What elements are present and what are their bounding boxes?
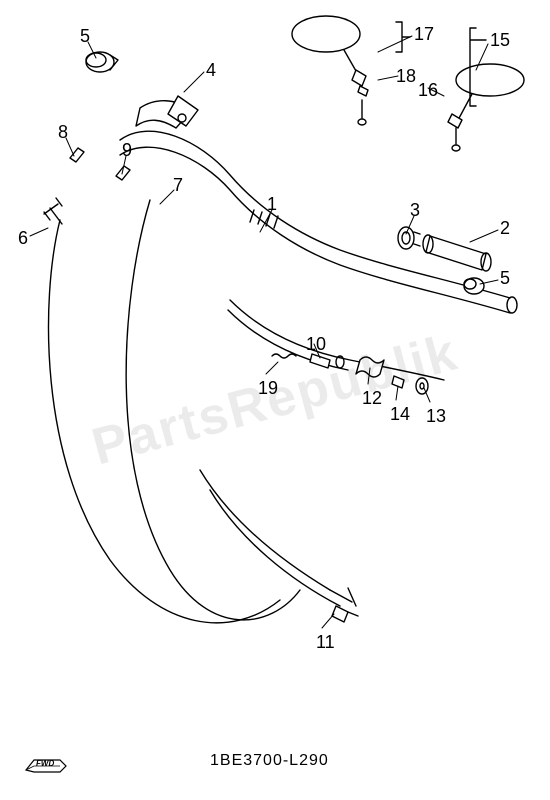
part-11-bolt <box>332 606 358 622</box>
callout-1: 1 <box>267 194 277 215</box>
callout-6: 6 <box>18 228 28 249</box>
callout-10: 10 <box>306 334 326 355</box>
callout-16: 16 <box>418 80 438 101</box>
part-3-grip-end <box>398 227 420 249</box>
callout-18: 18 <box>396 66 416 87</box>
part-5-end-cap-left <box>86 52 118 72</box>
part-10-adjuster <box>310 354 344 368</box>
part-4-tube-guide <box>136 96 198 128</box>
callout-2: 2 <box>500 218 510 239</box>
part-5-end-cap-right <box>464 278 484 294</box>
callout-9: 9 <box>122 140 132 161</box>
part-15-mirror-right <box>448 64 524 151</box>
fwd-badge: FWD <box>24 752 68 780</box>
parts-diagram <box>0 0 550 800</box>
part-8-screw <box>70 148 84 162</box>
diagram-code: 1BE3700-L290 <box>210 752 329 770</box>
part-12-boot <box>356 357 384 377</box>
cable-branch <box>228 300 444 380</box>
leader-lines <box>30 36 498 628</box>
callout-11: 11 <box>316 632 335 653</box>
part-7-cable <box>48 200 300 623</box>
callout-19: 19 <box>258 378 278 399</box>
part-2-grip <box>423 235 491 271</box>
fwd-label: FWD <box>36 759 54 768</box>
bracket-17 <box>396 22 410 52</box>
callout-17: 17 <box>414 24 434 45</box>
part-17-mirror-left <box>292 16 368 125</box>
callout-4: 4 <box>206 60 216 81</box>
callout-5: 5 <box>500 268 510 289</box>
callout-12: 12 <box>362 388 382 409</box>
callout-8: 8 <box>58 122 68 143</box>
callout-15: 15 <box>490 30 510 51</box>
part-1-handlebar <box>120 131 517 313</box>
callout-13: 13 <box>426 406 446 427</box>
callout-7: 7 <box>173 175 183 196</box>
part-13-washer <box>416 378 428 394</box>
callout-5: 5 <box>80 26 90 47</box>
callout-3: 3 <box>410 200 420 221</box>
part-19-spring <box>272 354 296 358</box>
callout-14: 14 <box>390 404 410 425</box>
lower-cables <box>200 470 356 606</box>
